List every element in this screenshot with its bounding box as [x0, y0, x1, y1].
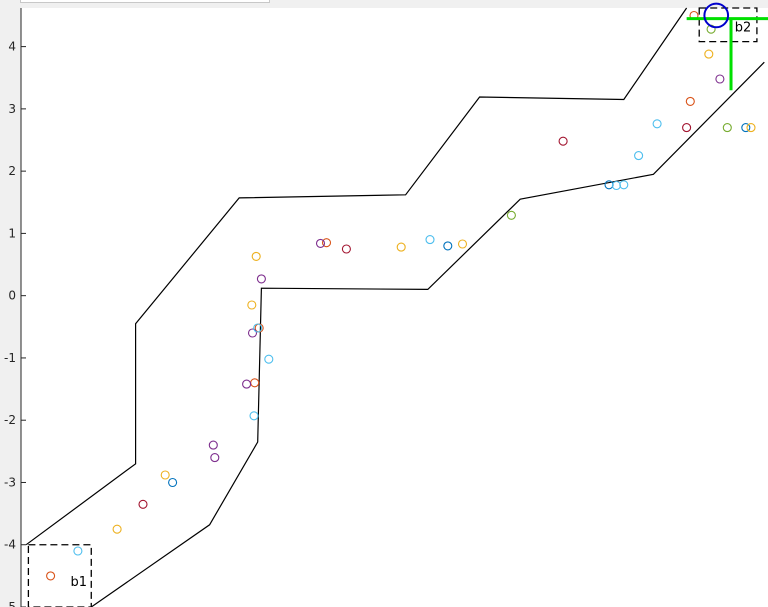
y-tick-label: 3: [8, 102, 16, 116]
annotation-b2: b2: [735, 21, 752, 36]
annotation-b1: b1: [71, 575, 88, 590]
y-tick-label: 0: [8, 289, 16, 303]
y-tick-label: -5: [4, 600, 16, 607]
y-tick-label: -2: [4, 413, 16, 427]
y-tick-label: -3: [4, 475, 16, 489]
axes-background: [21, 8, 768, 607]
y-tick-label: 1: [8, 226, 16, 240]
y-tick-label: -4: [4, 538, 16, 552]
y-tick-label: 2: [8, 164, 16, 178]
y-tick-label: 4: [8, 40, 16, 54]
y-tick-label: -1: [4, 351, 16, 365]
